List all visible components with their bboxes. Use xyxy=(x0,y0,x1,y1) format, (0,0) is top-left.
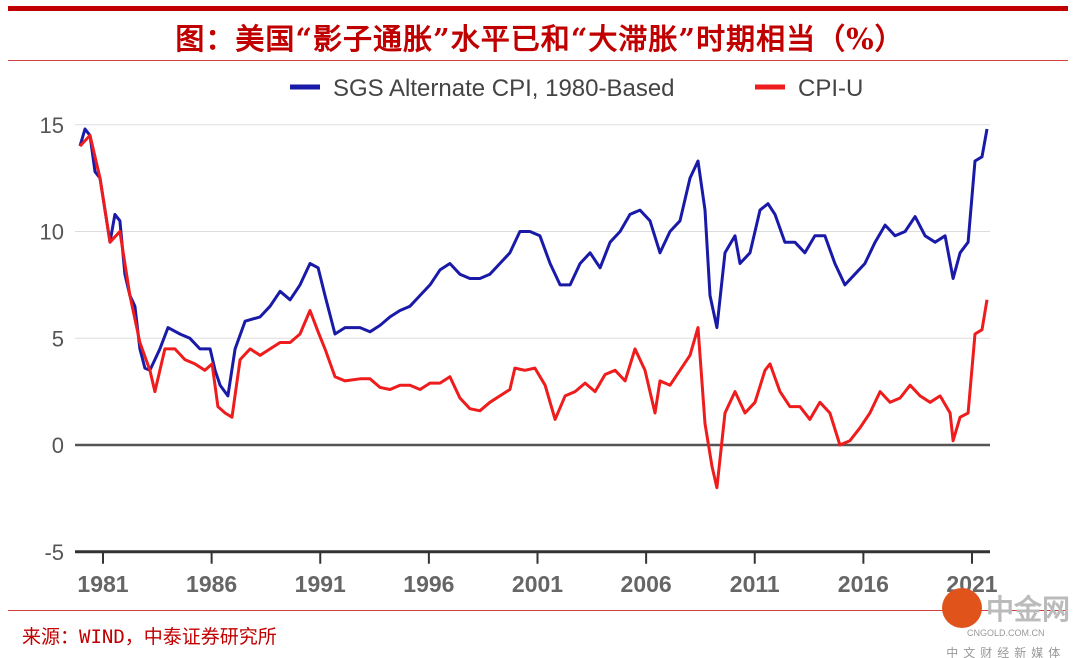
y-tick-label: 15 xyxy=(40,113,64,138)
x-tick-label: 1981 xyxy=(77,571,128,597)
title-divider xyxy=(8,60,1068,61)
source-note: 来源：WIND，中泰证券研究所 xyxy=(22,626,277,648)
x-tick-label: 1991 xyxy=(295,571,346,597)
x-tick-label: 1996 xyxy=(403,571,454,597)
x-tick-label: 2016 xyxy=(838,571,889,597)
legend-label: CPI-U xyxy=(798,75,863,102)
watermark-tagline: 中文财经新媒体 xyxy=(946,646,1066,658)
x-tick-label: 1986 xyxy=(186,571,237,597)
series-line-cpi-u xyxy=(78,133,989,490)
line-chart: -5 0 5 10 15 1981 1986 1991 1996 2001 2006 2011 2016… xyxy=(40,75,998,597)
footer-divider xyxy=(8,610,1068,611)
y-tick-label: 10 xyxy=(40,220,64,245)
legend-label: SGS Alternate CPI, 1980-Based xyxy=(333,75,675,102)
series-line-sgs xyxy=(78,127,989,398)
y-tick-label: 5 xyxy=(52,326,64,351)
x-tick-label: 2006 xyxy=(621,571,672,597)
y-tick-label: -5 xyxy=(44,540,64,565)
chart-title: 图：美国“影子通胀”水平已和“大滞胀”时期相当（%） xyxy=(175,22,905,56)
y-tick-label: 0 xyxy=(52,433,64,458)
top-bar xyxy=(8,6,1068,11)
watermark-name: 中金网 xyxy=(985,593,1070,626)
x-tick-label: 2001 xyxy=(512,571,563,597)
watermark: 中金网 CNGOLD.COM.CN 中文财经新媒体 xyxy=(941,588,1070,658)
cngold-logo-icon xyxy=(941,588,982,628)
x-tick-label: 2011 xyxy=(730,571,780,597)
watermark-domain: CNGOLD.COM.CN xyxy=(967,628,1045,638)
